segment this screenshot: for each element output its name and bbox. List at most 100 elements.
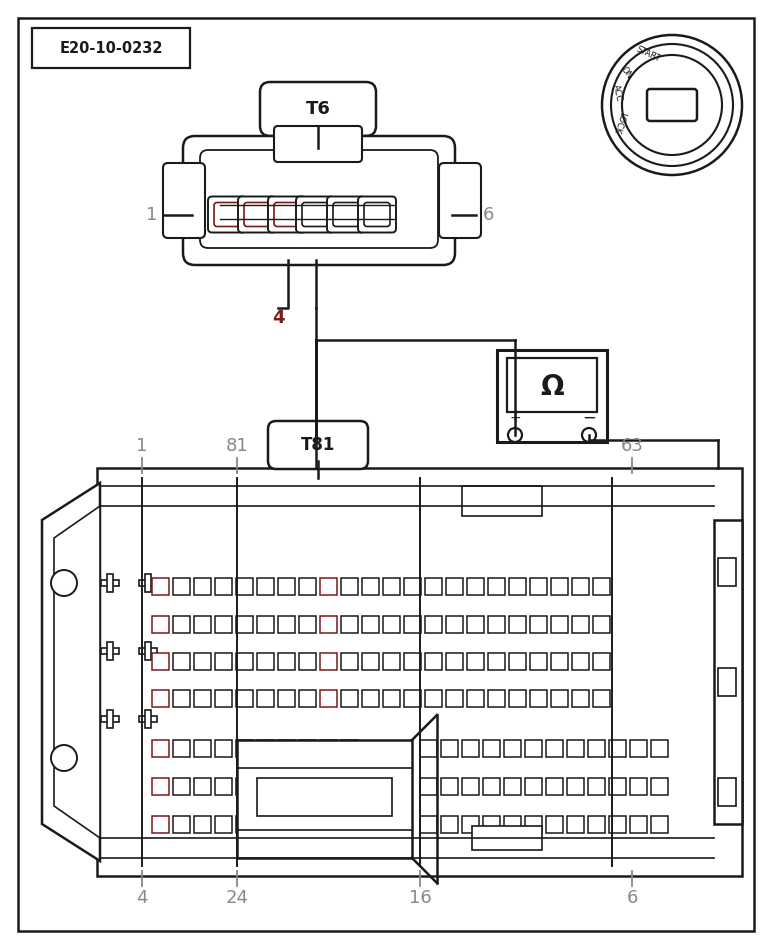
Bar — [215, 616, 232, 633]
Bar — [651, 816, 668, 833]
Bar — [237, 740, 412, 858]
Text: 24: 24 — [225, 889, 249, 907]
FancyBboxPatch shape — [302, 202, 328, 227]
Bar — [236, 816, 253, 833]
Text: +: + — [510, 411, 521, 425]
Bar — [509, 616, 526, 633]
Bar — [299, 653, 316, 670]
Bar — [341, 816, 358, 833]
Text: 1: 1 — [147, 206, 157, 224]
Bar — [609, 778, 626, 795]
Text: 4: 4 — [136, 889, 147, 907]
Bar — [383, 653, 400, 670]
FancyBboxPatch shape — [268, 421, 368, 469]
Bar — [551, 578, 568, 595]
Bar — [714, 520, 742, 824]
Bar — [362, 616, 379, 633]
Bar — [572, 616, 589, 633]
Bar — [320, 778, 337, 795]
Bar — [425, 616, 442, 633]
Bar — [425, 690, 442, 707]
Bar — [320, 740, 337, 757]
Bar — [483, 778, 500, 795]
Bar — [194, 578, 211, 595]
Circle shape — [582, 428, 596, 442]
Bar — [525, 778, 542, 795]
FancyBboxPatch shape — [327, 196, 365, 233]
Circle shape — [508, 428, 522, 442]
Bar — [32, 28, 190, 68]
Bar — [362, 653, 379, 670]
Bar — [462, 486, 542, 516]
FancyBboxPatch shape — [296, 196, 334, 233]
Bar — [509, 578, 526, 595]
Bar — [420, 816, 437, 833]
Bar — [467, 653, 484, 670]
Bar — [630, 778, 647, 795]
Bar — [215, 778, 232, 795]
FancyBboxPatch shape — [200, 150, 438, 248]
Bar — [383, 578, 400, 595]
Bar — [572, 690, 589, 707]
Bar — [341, 690, 358, 707]
Bar — [488, 690, 505, 707]
Bar — [504, 740, 521, 757]
Text: 4: 4 — [272, 309, 284, 327]
Bar — [472, 826, 542, 850]
Bar — [462, 740, 479, 757]
FancyBboxPatch shape — [163, 163, 205, 238]
Bar — [320, 690, 337, 707]
Bar — [651, 778, 668, 795]
Bar — [257, 616, 274, 633]
Bar — [446, 690, 463, 707]
Text: 6: 6 — [482, 206, 493, 224]
Bar — [441, 778, 458, 795]
Bar — [404, 653, 421, 670]
Text: 16: 16 — [408, 889, 432, 907]
Bar — [530, 578, 547, 595]
Bar — [101, 648, 119, 654]
Bar — [173, 778, 190, 795]
Bar — [488, 653, 505, 670]
Bar — [488, 616, 505, 633]
Bar — [152, 653, 169, 670]
Bar — [567, 778, 584, 795]
Bar — [609, 816, 626, 833]
Bar — [215, 578, 232, 595]
Bar — [215, 653, 232, 670]
Bar — [483, 740, 500, 757]
FancyBboxPatch shape — [268, 196, 306, 233]
Bar — [551, 616, 568, 633]
Bar — [530, 616, 547, 633]
Bar — [278, 740, 295, 757]
Bar — [630, 740, 647, 757]
Bar — [462, 778, 479, 795]
Bar — [588, 816, 605, 833]
Bar — [483, 816, 500, 833]
Bar — [593, 653, 610, 670]
FancyBboxPatch shape — [364, 202, 390, 227]
Bar — [139, 716, 157, 722]
Bar — [278, 653, 295, 670]
Text: 81: 81 — [225, 437, 249, 455]
Bar — [107, 710, 113, 728]
Bar — [362, 578, 379, 595]
Bar — [215, 740, 232, 757]
Bar — [299, 578, 316, 595]
Bar — [441, 740, 458, 757]
Bar — [509, 653, 526, 670]
Bar — [299, 778, 316, 795]
Bar — [609, 740, 626, 757]
Bar — [593, 690, 610, 707]
Bar — [446, 616, 463, 633]
Bar — [194, 690, 211, 707]
Bar — [546, 778, 563, 795]
Bar — [341, 778, 358, 795]
Bar — [257, 778, 274, 795]
Bar — [441, 816, 458, 833]
Bar — [507, 358, 597, 412]
Text: 63: 63 — [621, 437, 643, 455]
FancyBboxPatch shape — [183, 136, 455, 265]
Bar — [404, 578, 421, 595]
Bar — [278, 616, 295, 633]
